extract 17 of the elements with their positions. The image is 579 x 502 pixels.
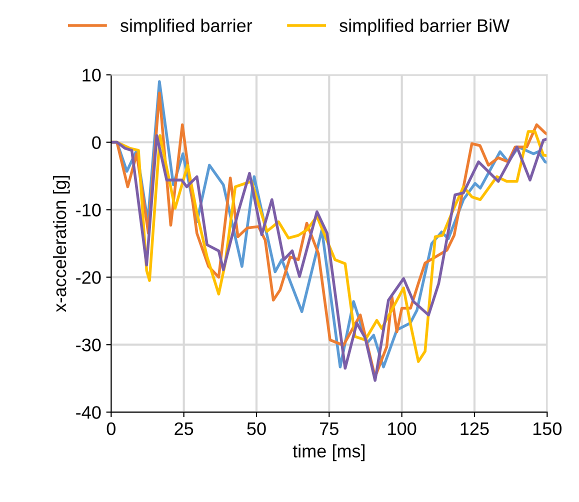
legend-label: simplified barrier BiW	[340, 18, 510, 36]
y-tick-label: -20	[76, 271, 101, 284]
y-tick-label: -40	[76, 406, 101, 419]
y-tick-label: -10	[76, 204, 101, 216]
y-tick-label: 0	[92, 136, 101, 149]
y-axis-title: x-acceleration [g]	[52, 176, 70, 312]
x-tick-label: 125	[460, 422, 489, 436]
y-tick-label: -30	[76, 338, 101, 352]
x-tick-label: 25	[174, 422, 194, 436]
legend-label: simplified barrier	[120, 18, 252, 36]
x-tick-label: 0	[106, 422, 116, 436]
y-tick-label: 10	[82, 68, 101, 82]
x-tick-label: 100	[388, 422, 416, 436]
x-tick-label: 150	[533, 422, 562, 436]
x-tick-label: 75	[320, 422, 338, 436]
x-tick-label: 50	[247, 422, 266, 436]
x-axis-title: time [ms]	[292, 444, 364, 462]
